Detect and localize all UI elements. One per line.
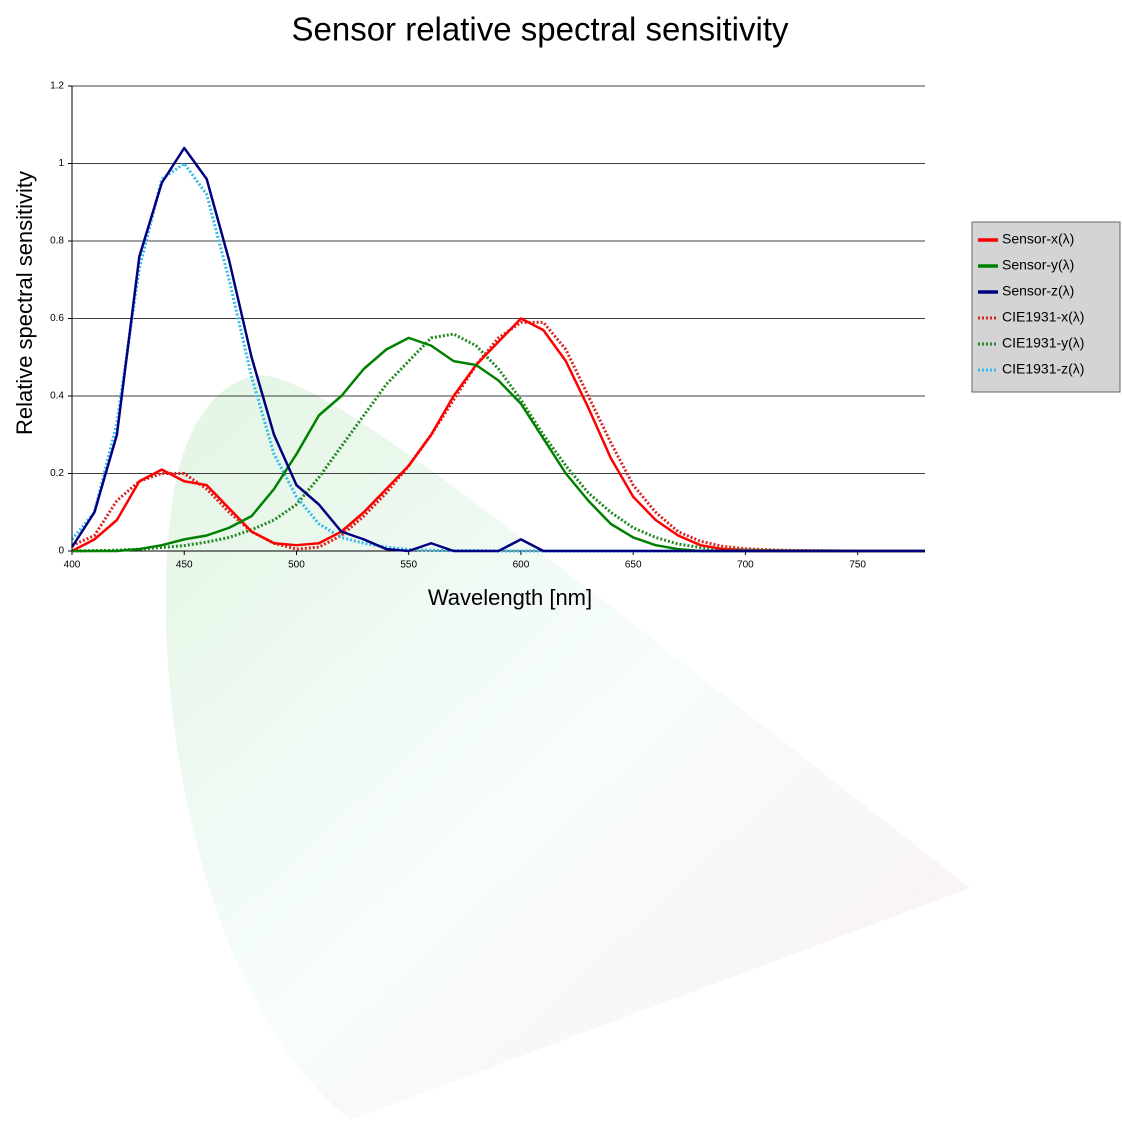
y-tick-label: 0.2 xyxy=(50,468,64,479)
y-tick-label: 0.8 xyxy=(50,236,64,247)
x-tick-label: 650 xyxy=(625,560,642,571)
legend-items: Sensor-x(λ) Sensor-y(λ) Sensor-z(λ) CIE1931… xyxy=(978,231,1084,377)
y-axis-label: Relative spectral sensitivity xyxy=(12,171,37,435)
y-tick-label: 0.6 xyxy=(50,313,64,324)
x-tick-label: 700 xyxy=(737,560,754,571)
legend-label: CIE1931-x(λ) xyxy=(1002,309,1084,325)
y-tick-label: 1 xyxy=(58,158,64,169)
legend-label: CIE1931-z(λ) xyxy=(1002,361,1084,377)
x-tick-label: 500 xyxy=(288,560,305,571)
series-line xyxy=(71,332,925,553)
legend-label: Sensor-x(λ) xyxy=(1002,231,1074,247)
series-line xyxy=(70,146,925,553)
y-tick-label: 0 xyxy=(58,546,64,557)
x-tick-label: 750 xyxy=(849,560,866,571)
x-tick-label: 400 xyxy=(64,560,81,571)
plot-area: 0 0.2 0.4 0.6 0.8 1 1.2 400 450 500 550 600 650 700 75… xyxy=(50,81,925,571)
y-tick-label: 1.2 xyxy=(50,81,64,92)
x-tick-label: 600 xyxy=(513,560,530,571)
x-tick-label: 550 xyxy=(400,560,417,571)
legend-label: CIE1931-y(λ) xyxy=(1002,335,1084,351)
legend xyxy=(971,221,1121,393)
chart-title: Sensor relative spectral sensitivity xyxy=(291,11,789,48)
legend-label: Sensor-z(λ) xyxy=(1002,283,1074,299)
x-axis-label: Wavelength [nm] xyxy=(428,585,592,610)
x-tick-label: 450 xyxy=(176,560,193,571)
chromaticity-background xyxy=(165,375,970,1120)
y-tick-label: 0.4 xyxy=(50,391,64,402)
legend-label: Sensor-y(λ) xyxy=(1002,257,1074,273)
